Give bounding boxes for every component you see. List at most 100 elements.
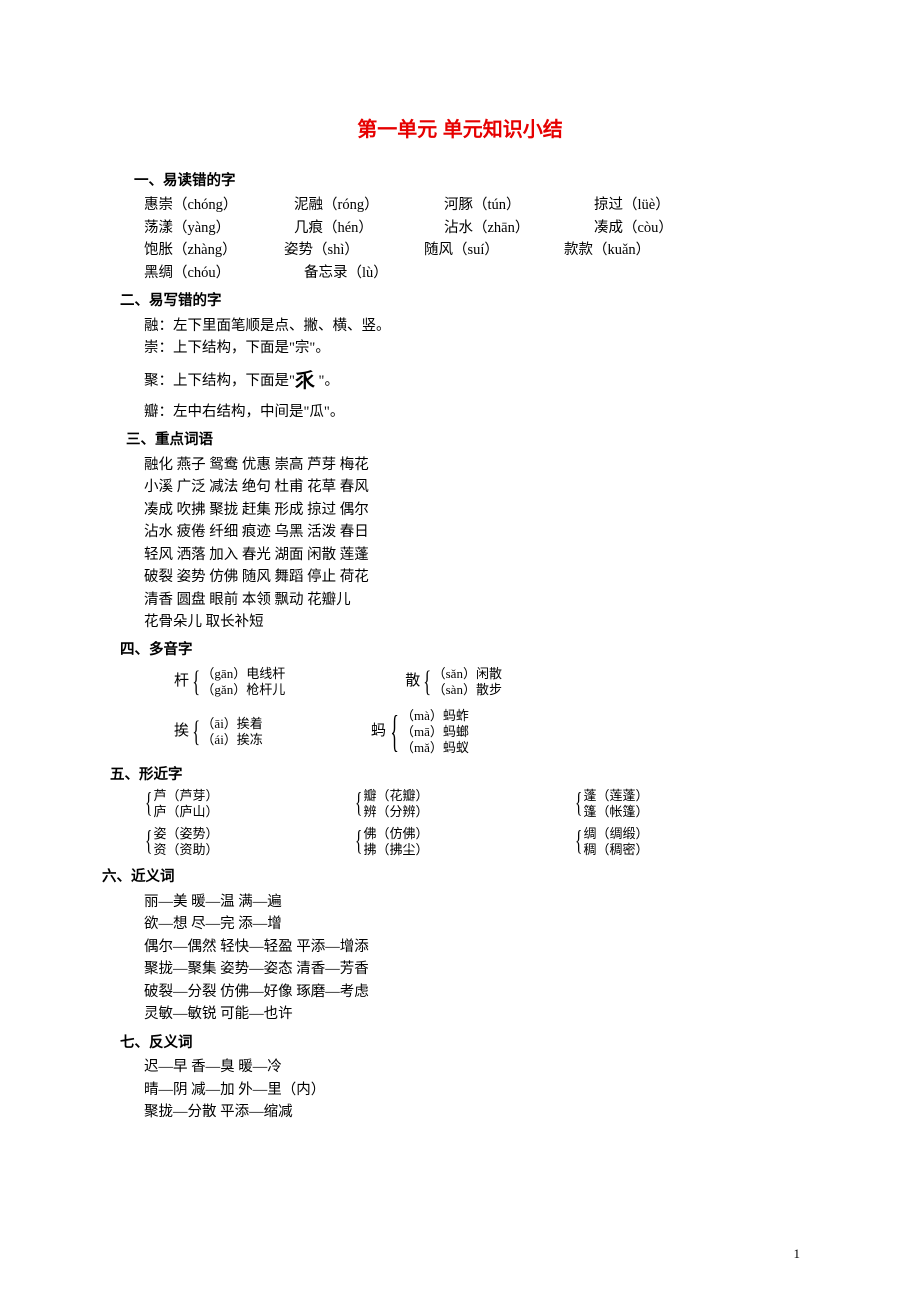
form-item: 稠（稠密） [583, 842, 648, 858]
section2-heading: 二、易写错的字 [120, 290, 800, 312]
brace-icon: { [390, 710, 398, 754]
pinyin-cell: 沾水（zhān） [444, 217, 594, 239]
doc-title: 第一单元 单元知识小结 [120, 115, 800, 146]
form-item: 瓣（花瓣） [363, 788, 428, 804]
brace-icon: { [355, 789, 362, 819]
brace-icon: { [145, 827, 152, 857]
pinyin-cell: 凑成（còu） [594, 217, 744, 239]
pinyin-cell: 备忘录（lù） [304, 262, 454, 284]
head-char: 挨 [174, 720, 189, 743]
form-group: { 绸（绸缎） 稠（稠密） [574, 826, 648, 858]
pinyin-row: 惠崇（chóng） 泥融（róng） 河豚（tún） 掠过（lüè） [144, 194, 800, 216]
synonym-line: 丽—美 暖—温 满—遍 [120, 891, 800, 913]
head-char: 蚂 [371, 720, 386, 743]
brace-icon: { [145, 789, 152, 819]
form-item: 庐（庐山） [153, 804, 218, 820]
reading: （mà）蚂蚱 [401, 708, 469, 724]
synonym-line: 灵敏—敏锐 可能—也许 [120, 1003, 800, 1025]
head-char: 散 [405, 670, 420, 693]
synonym-line: 偶尔—偶然 轻快—轻盈 平添—增添 [120, 936, 800, 958]
form-item: 佛（仿佛） [363, 826, 428, 842]
reading: （gǎn）枪杆儿 [201, 682, 285, 698]
pinyin-cell: 惠崇（chóng） [144, 194, 294, 216]
brace-icon: { [192, 717, 200, 747]
synonym-line: 欲—想 尽—完 添—增 [120, 913, 800, 935]
page-number: 1 [794, 1246, 801, 1262]
vocab-line: 小溪 广泛 减法 绝句 杜甫 花草 春风 [120, 476, 800, 498]
antonym-line: 聚拢—分散 平添—缩减 [120, 1101, 800, 1123]
form-item: 绸（绸缎） [583, 826, 648, 842]
antonym-line: 迟—早 香—臭 暖—冷 [120, 1056, 800, 1078]
vocab-line: 清香 圆盘 眼前 本领 飘动 花瓣儿 [120, 589, 800, 611]
reading: （ái）挨冻 [201, 732, 262, 748]
vocab-line: 融化 燕子 鸳鸯 优惠 崇高 芦芽 梅花 [120, 454, 800, 476]
pinyin-cell: 泥融（róng） [294, 194, 444, 216]
form-group: { 芦（芦芽） 庐（庐山） [144, 788, 354, 820]
section7-heading: 七、反义词 [120, 1032, 800, 1054]
brace-lines: （āi）挨着 （ái）挨冻 [201, 716, 262, 748]
pinyin-cell: 款款（kuǎn） [564, 239, 704, 261]
brace-lines: 绸（绸缎） 稠（稠密） [583, 826, 648, 858]
reading: （mā）蚂螂 [401, 724, 469, 740]
text: "。 [315, 373, 339, 389]
reading: （mǎ）蚂蚁 [401, 740, 469, 756]
special-glyph: 乑 [295, 370, 315, 392]
head-char: 杆 [174, 670, 189, 693]
synonym-line: 破裂—分裂 仿佛—好像 琢磨—考虑 [120, 981, 800, 1003]
reading: （sàn）散步 [433, 682, 502, 698]
brace-icon: { [575, 789, 582, 819]
polyphonic-row: 挨 { （āi）挨着 （ái）挨冻 蚂 { （mà）蚂蚱 （mā）蚂螂 （mǎ）… [120, 708, 800, 756]
vocab-line: 沾水 疲倦 纤细 痕迹 乌黑 活泼 春日 [120, 521, 800, 543]
polyphonic-group: 蚂 { （mà）蚂蚱 （mā）蚂螂 （mǎ）蚂蚁 [371, 708, 469, 756]
pinyin-cell: 掠过（lüè） [594, 194, 744, 216]
vocab-line: 轻风 洒落 加入 春光 湖面 闲散 莲蓬 [120, 544, 800, 566]
brace-lines: 瓣（花瓣） 辨（分辨） [363, 788, 428, 820]
brace-icon: { [423, 667, 431, 697]
form-item: 资（资助） [153, 842, 218, 858]
brace-icon: { [355, 827, 362, 857]
brace-lines: 姿（姿势） 资（资助） [153, 826, 218, 858]
section6-heading: 六、近义词 [102, 866, 800, 888]
pinyin-cell: 河豚（tún） [444, 194, 594, 216]
brace-lines: （gān）电线杆 （gǎn）枪杆儿 [201, 666, 285, 698]
form-item: 辨（分辨） [363, 804, 428, 820]
brace-lines: 芦（芦芽） 庐（庐山） [153, 788, 218, 820]
brace-lines: 佛（仿佛） 拂（拂尘） [363, 826, 428, 858]
section2-line: 融：左下里面笔顺是点、撇、横、竖。 [120, 315, 800, 337]
form-group: { 蓬（莲蓬） 篷（帐篷） [574, 788, 648, 820]
brace-lines: （sǎn）闲散 （sàn）散步 [433, 666, 502, 698]
form-row: { 芦（芦芽） 庐（庐山） { 瓣（花瓣） 辨（分辨） { 蓬（莲蓬） 篷（帐篷… [120, 788, 800, 820]
section3-heading: 三、重点词语 [126, 429, 800, 451]
vocab-line: 凑成 吹拂 聚拢 赶集 形成 掠过 偶尔 [120, 499, 800, 521]
form-item: 篷（帐篷） [583, 804, 648, 820]
section2-line-special: 聚：上下结构，下面是"乑 "。 [120, 366, 800, 397]
form-item: 姿（姿势） [153, 826, 218, 842]
pinyin-cell: 随风（suí） [424, 239, 564, 261]
polyphonic-group: 挨 { （āi）挨着 （ái）挨冻 [174, 716, 263, 748]
text: 聚：上下结构，下面是" [144, 373, 295, 389]
pinyin-cell: 荡漾（yàng） [144, 217, 294, 239]
pinyin-row: 荡漾（yàng） 几痕（hén） 沾水（zhān） 凑成（còu） [144, 217, 800, 239]
page: 第一单元 单元知识小结 一、易读错的字 惠崇（chóng） 泥融（róng） 河… [0, 0, 920, 1164]
pinyin-cell: 几痕（hén） [294, 217, 444, 239]
vocab-line: 花骨朵儿 取长补短 [120, 611, 800, 633]
form-item: 芦（芦芽） [153, 788, 218, 804]
pinyin-cell: 黑绸（chóu） [144, 262, 304, 284]
form-item: 拂（拂尘） [363, 842, 428, 858]
section2-line: 崇：上下结构，下面是"宗"。 [120, 337, 800, 359]
brace-icon: { [192, 667, 200, 697]
form-item: 蓬（莲蓬） [583, 788, 648, 804]
pinyin-row: 黑绸（chóu） 备忘录（lù） [144, 262, 800, 284]
form-row: { 姿（姿势） 资（资助） { 佛（仿佛） 拂（拂尘） { 绸（绸缎） 稠（稠密… [120, 826, 800, 858]
section4-heading: 四、多音字 [120, 639, 800, 661]
form-group: { 瓣（花瓣） 辨（分辨） [354, 788, 574, 820]
section1-heading: 一、易读错的字 [134, 170, 800, 192]
form-group: { 佛（仿佛） 拂（拂尘） [354, 826, 574, 858]
reading: （gān）电线杆 [201, 666, 285, 682]
section2-line: 瓣：左中右结构，中间是"瓜"。 [120, 401, 800, 423]
pinyin-cell: 姿势（shì） [284, 239, 424, 261]
brace-lines: 蓬（莲蓬） 篷（帐篷） [583, 788, 648, 820]
vocab-line: 破裂 姿势 仿佛 随风 舞蹈 停止 荷花 [120, 566, 800, 588]
polyphonic-group: 杆 { （gān）电线杆 （gǎn）枪杆儿 [174, 666, 285, 698]
brace-icon: { [575, 827, 582, 857]
